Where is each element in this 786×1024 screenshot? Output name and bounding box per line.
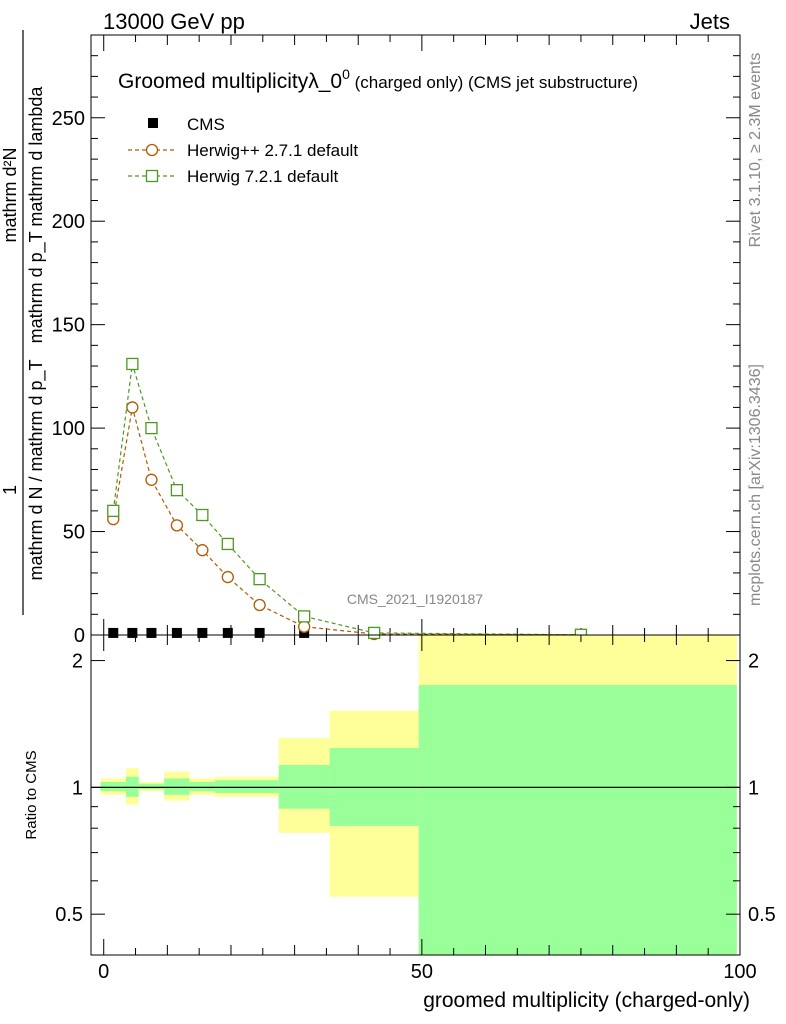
plot-title: Groomed multiplicityλ_00 (charged only) …: [118, 66, 638, 93]
data-point-cms: [197, 627, 208, 638]
legend-label-herwig7: Herwig 7.2.1 default: [187, 167, 338, 186]
data-point-cms: [146, 627, 157, 638]
x-axis-label: groomed multiplicity (charged-only): [423, 989, 750, 1012]
main-y-tick-label: 200: [52, 211, 85, 233]
legend-label-cms: CMS: [187, 115, 225, 134]
series-line: [112, 363, 581, 636]
main-y-tick-label: 50: [63, 522, 85, 544]
data-point-herwigpp: [196, 544, 209, 557]
legend-marker-herwigpp: [145, 143, 159, 157]
ratio-plot-frame: [90, 634, 741, 956]
ylabel-denominator: mathrm d N / mathrm d p_T: [26, 359, 47, 580]
data-point-cms: [171, 627, 182, 638]
ratio-y-tick-label-right: 1: [748, 777, 759, 799]
ylabel-one: 1: [0, 485, 20, 495]
data-point-herwig7: [107, 504, 120, 518]
ratio-band-green: [189, 781, 216, 792]
ratio-band-green: [418, 684, 737, 955]
data-point-herwigpp: [298, 620, 311, 633]
data-point-herwigpp: [145, 473, 158, 486]
rivet-version-label: Rivet 3.1.10, ≥ 2.3M events: [747, 53, 764, 248]
data-point-cms: [127, 627, 138, 638]
main-y-tick-label: 100: [52, 418, 85, 440]
legend-marker-cms: [148, 118, 158, 128]
ratio-y-axis-label: Ratio to CMS: [23, 750, 40, 839]
ratio-plot-panel: 0.5 0.5 1 1 2 2 0 50 100 Ratio to CMS groomed mu…: [23, 634, 776, 1012]
data-point-cms: [254, 627, 265, 638]
header-energy-label: 13000 GeV pp: [103, 9, 245, 34]
main-ticks: 0 50 100 150 200 250: [52, 34, 741, 647]
data-point-herwig7: [126, 357, 139, 371]
legend-marker-herwig7: [145, 169, 159, 183]
ratio-band-green: [125, 776, 139, 797]
data-point-cms: [222, 627, 233, 638]
plot-title-sup: 0: [342, 66, 350, 82]
main-y-tick-label: 0: [74, 625, 85, 647]
data-point-herwig7: [145, 421, 158, 435]
data-point-cms: [108, 627, 119, 638]
legend: CMS Herwig++ 2.7.1 default Herwig 7.2.1 …: [128, 115, 358, 186]
header-jets-label: Jets: [690, 9, 730, 34]
data-point-cms: [299, 627, 310, 638]
ylabel-numerator-bottom: mathrm d p_T mathrm d lambda: [26, 86, 47, 344]
ratio-y-tick-label-right: 0.5: [748, 904, 776, 926]
x-tick-label: 50: [411, 961, 433, 983]
data-point-herwigpp: [253, 598, 266, 612]
ratio-bands-group: [91, 635, 740, 955]
x-tick-label: 0: [98, 961, 109, 983]
data-point-herwig7: [196, 508, 209, 522]
plot-title-suffix: (charged only) (CMS jet substructure): [350, 73, 638, 92]
analysis-watermark: CMS_2021_I1920187: [347, 591, 483, 607]
data-point-herwig7: [221, 537, 234, 551]
main-y-tick-label: 250: [52, 108, 85, 130]
ylabel-numerator-top: mathrm d²N: [0, 147, 20, 242]
plot-title-main: Groomed multiplicityλ_0: [118, 70, 342, 93]
series-line: [112, 407, 581, 636]
data-point-herwigpp: [221, 570, 234, 584]
ratio-y-tick-label: 0.5: [55, 904, 83, 926]
ratio-ticks: 0.5 0.5 1 1 2 2 0 50 100: [55, 635, 776, 983]
ratio-y-tick-label-right: 2: [748, 651, 759, 673]
ratio-band-green: [215, 780, 279, 793]
legend-label-herwigpp: Herwig++ 2.7.1 default: [187, 141, 358, 160]
data-point-herwig7: [170, 484, 184, 497]
data-point-herwig7: [367, 626, 381, 640]
data-point-herwig7: [298, 610, 311, 623]
mcplots-label: mcplots.cern.ch [arXiv:1306.3436]: [747, 364, 764, 606]
data-point-herwigpp: [170, 519, 184, 532]
ratio-y-tick-label: 1: [72, 777, 83, 799]
data-point-herwigpp: [126, 401, 139, 414]
ratio-band-green: [164, 778, 190, 795]
main-y-axis-label: mathrm d²N mathrm d p_T mathrm d lambda …: [0, 30, 47, 615]
data-point-herwig7: [253, 572, 266, 586]
main-series-group: [107, 357, 588, 641]
ratio-y-tick-label: 2: [72, 651, 83, 673]
ratio-band-green: [138, 783, 165, 790]
ratio-band-green: [100, 781, 126, 792]
main-y-tick-label: 150: [52, 315, 85, 337]
x-tick-label: 100: [723, 961, 756, 983]
